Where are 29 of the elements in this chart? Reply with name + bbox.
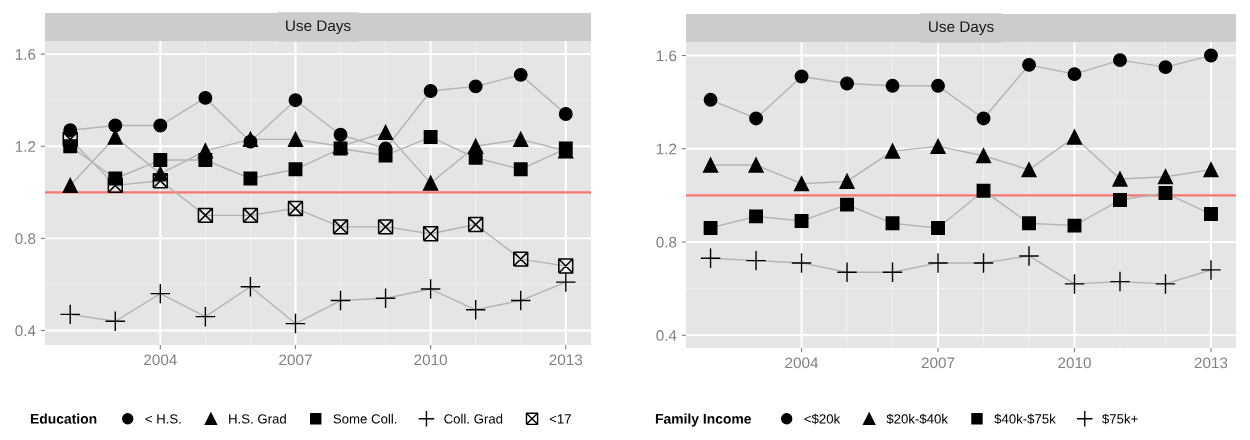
x-tick-label: 2004 <box>144 354 177 366</box>
y-tick-label: 0.4 <box>15 325 36 337</box>
x-tick-label: 2007 <box>279 354 312 366</box>
legend-label: $40k-$75k <box>994 413 1056 425</box>
legend-label: H.S. Grad <box>229 413 286 424</box>
legend-label: < H.S. <box>145 414 181 424</box>
x-tick-label: 2013 <box>549 354 583 366</box>
legend-title: Family Income <box>655 413 752 427</box>
y-tick-label: 1.6 <box>656 50 677 62</box>
chart-title: Use Days <box>286 20 351 35</box>
y-tick-label: 1.2 <box>15 141 36 152</box>
y-tick-label: 1.2 <box>656 143 677 155</box>
legend-label: Coll. Grad <box>444 413 503 424</box>
legend-label: Some Coll. <box>333 413 397 424</box>
legend-label: $20k-$40k <box>886 413 948 425</box>
x-tick-label: 2004 <box>785 357 819 369</box>
x-tick-label: 2010 <box>414 354 448 366</box>
legend-label: <17 <box>549 414 571 424</box>
legend-label: $75k+ <box>1102 413 1138 425</box>
y-tick-label: 1.6 <box>15 48 36 60</box>
legend-title: Education <box>30 413 97 424</box>
y-tick-label: 0.4 <box>656 330 677 341</box>
x-tick-label: 2013 <box>1194 357 1228 369</box>
y-tick-label: 0.8 <box>656 236 677 248</box>
legend-label: <$20k <box>804 413 841 425</box>
x-tick-label: 2007 <box>921 357 955 369</box>
x-tick-label: 2010 <box>1058 357 1091 369</box>
y-tick-label: 0.8 <box>15 233 36 245</box>
chart-title: Use Days <box>929 21 994 36</box>
